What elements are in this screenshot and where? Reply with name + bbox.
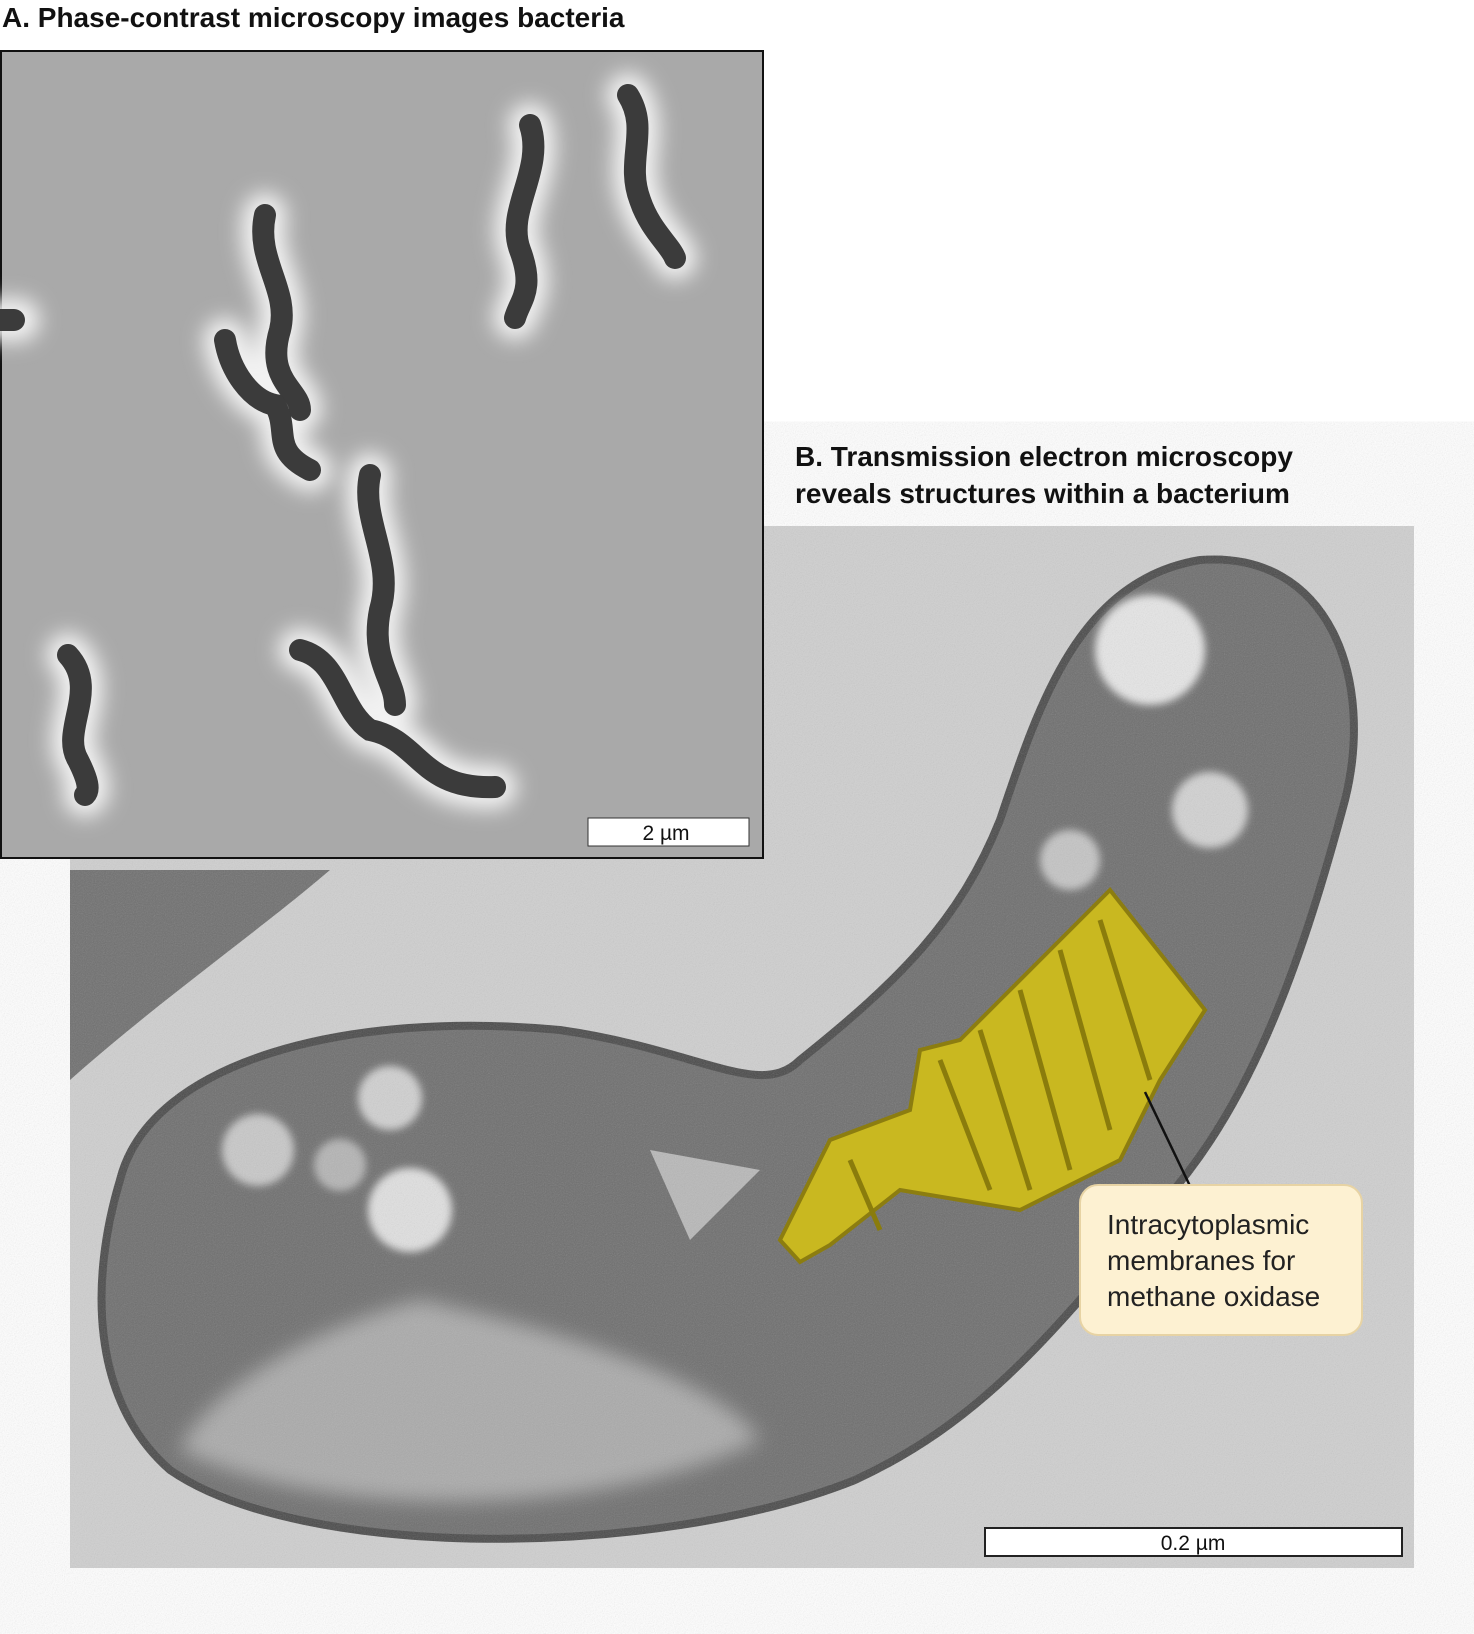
bacterium bbox=[617, 84, 686, 269]
bacterium bbox=[289, 639, 506, 799]
panel-b-title: reveals structures within a bacterium bbox=[795, 478, 1290, 509]
callout-text: Intracytoplasmic bbox=[1107, 1209, 1309, 1240]
scale-bar-label: 0.2 µm bbox=[1161, 1532, 1226, 1555]
callout-text: methane oxidase bbox=[1107, 1281, 1320, 1312]
callout-text: membranes for bbox=[1107, 1245, 1295, 1276]
callout-leader bbox=[1143, 1091, 1192, 1187]
scale-bar bbox=[587, 817, 750, 847]
panel-b-title: B. Transmission electron microscopy bbox=[795, 441, 1293, 472]
bacterium bbox=[252, 204, 311, 421]
panel-a-title: A. Phase-contrast microscopy images bact… bbox=[2, 2, 625, 33]
bacteria bbox=[0, 84, 686, 806]
membrane-stripes bbox=[847, 919, 1153, 1231]
bacterium bbox=[57, 644, 99, 806]
callout-box bbox=[1079, 1184, 1363, 1336]
scale-bar-label: 2 µm bbox=[642, 822, 689, 845]
phase-contrast-image: 2 µm bbox=[0, 50, 764, 859]
scale-bar bbox=[984, 1527, 1403, 1557]
bacterium bbox=[214, 329, 321, 481]
bacterium bbox=[504, 114, 545, 329]
bacterium bbox=[357, 464, 406, 716]
